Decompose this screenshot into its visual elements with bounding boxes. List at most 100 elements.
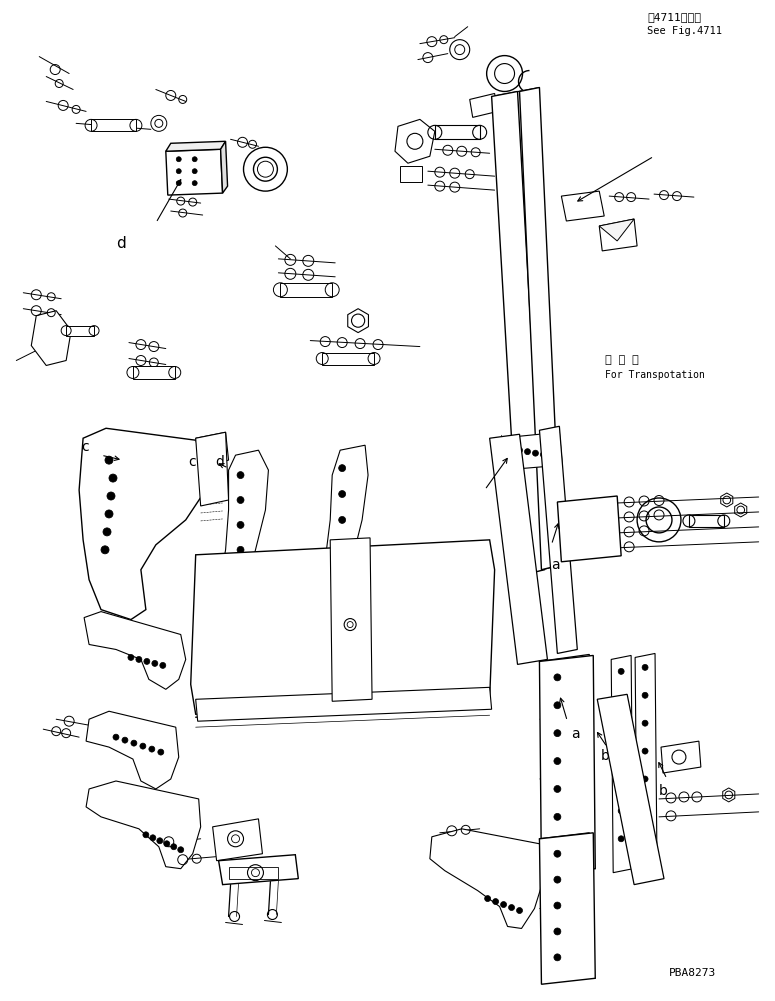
Circle shape <box>554 786 561 793</box>
Text: b: b <box>659 784 668 798</box>
Circle shape <box>525 448 530 454</box>
Circle shape <box>618 724 624 730</box>
Circle shape <box>237 547 244 554</box>
Circle shape <box>136 657 142 663</box>
Polygon shape <box>196 432 229 506</box>
Polygon shape <box>31 310 71 365</box>
Circle shape <box>339 517 346 524</box>
Circle shape <box>618 808 624 814</box>
Circle shape <box>150 835 156 841</box>
Polygon shape <box>500 432 563 470</box>
Circle shape <box>642 665 648 671</box>
Circle shape <box>339 464 346 471</box>
Polygon shape <box>196 688 491 721</box>
Text: 輸 送 時: 輸 送 時 <box>605 355 639 365</box>
Circle shape <box>516 908 522 914</box>
Circle shape <box>549 453 554 459</box>
Polygon shape <box>212 819 263 861</box>
Circle shape <box>554 954 561 961</box>
Circle shape <box>152 661 158 667</box>
Circle shape <box>176 180 181 185</box>
Circle shape <box>192 169 197 174</box>
Polygon shape <box>430 829 544 929</box>
Polygon shape <box>519 87 561 570</box>
Circle shape <box>516 447 522 453</box>
Circle shape <box>140 743 146 749</box>
Circle shape <box>144 659 150 665</box>
Text: a: a <box>571 727 580 741</box>
Polygon shape <box>661 741 701 773</box>
Circle shape <box>508 905 515 911</box>
Circle shape <box>554 814 561 821</box>
Polygon shape <box>539 833 595 984</box>
Circle shape <box>642 748 648 754</box>
Circle shape <box>642 832 648 838</box>
Text: d: d <box>215 455 225 469</box>
Circle shape <box>109 474 117 482</box>
Polygon shape <box>491 91 544 576</box>
Polygon shape <box>215 450 268 640</box>
Circle shape <box>642 776 648 782</box>
Polygon shape <box>166 141 226 151</box>
Bar <box>322 352 374 365</box>
Bar <box>689 515 724 527</box>
Circle shape <box>157 838 163 844</box>
Text: PBA8273: PBA8273 <box>669 968 716 978</box>
Polygon shape <box>166 149 222 195</box>
Polygon shape <box>611 656 633 873</box>
Circle shape <box>618 669 624 675</box>
Text: c: c <box>81 440 88 454</box>
Circle shape <box>164 841 170 847</box>
Polygon shape <box>539 656 595 875</box>
Bar <box>400 166 422 182</box>
Circle shape <box>554 674 561 681</box>
Polygon shape <box>196 432 229 466</box>
Polygon shape <box>539 833 593 873</box>
Circle shape <box>105 456 113 464</box>
Circle shape <box>618 752 624 758</box>
Circle shape <box>113 734 119 740</box>
Circle shape <box>105 510 113 518</box>
Text: a: a <box>551 558 560 572</box>
Circle shape <box>618 780 624 786</box>
Circle shape <box>339 569 346 576</box>
Bar <box>281 283 332 296</box>
Polygon shape <box>539 426 577 654</box>
Circle shape <box>101 546 109 554</box>
Circle shape <box>192 157 197 162</box>
Circle shape <box>618 697 624 703</box>
Circle shape <box>642 804 648 810</box>
Polygon shape <box>219 855 298 885</box>
Bar <box>435 125 480 139</box>
Circle shape <box>237 496 244 504</box>
Polygon shape <box>315 445 368 645</box>
Polygon shape <box>86 781 201 869</box>
Polygon shape <box>599 219 634 241</box>
Text: c: c <box>189 455 196 469</box>
Circle shape <box>143 832 149 838</box>
Bar <box>229 867 278 879</box>
Text: d: d <box>116 236 126 251</box>
Circle shape <box>237 572 244 579</box>
Circle shape <box>501 902 507 908</box>
Circle shape <box>540 451 546 457</box>
Polygon shape <box>539 655 593 696</box>
Circle shape <box>642 693 648 699</box>
Circle shape <box>642 720 648 726</box>
Text: 第4711図参照: 第4711図参照 <box>647 12 701 22</box>
Circle shape <box>554 928 561 935</box>
Circle shape <box>554 758 561 765</box>
Polygon shape <box>557 496 621 562</box>
Bar <box>133 366 175 379</box>
Circle shape <box>339 543 346 550</box>
Circle shape <box>532 450 539 456</box>
Text: b: b <box>601 749 610 763</box>
Circle shape <box>122 737 128 743</box>
Circle shape <box>149 746 155 752</box>
Circle shape <box>554 850 561 857</box>
Polygon shape <box>561 191 605 221</box>
Circle shape <box>128 655 134 661</box>
Bar <box>91 119 136 131</box>
Circle shape <box>554 876 561 883</box>
Polygon shape <box>395 119 435 163</box>
